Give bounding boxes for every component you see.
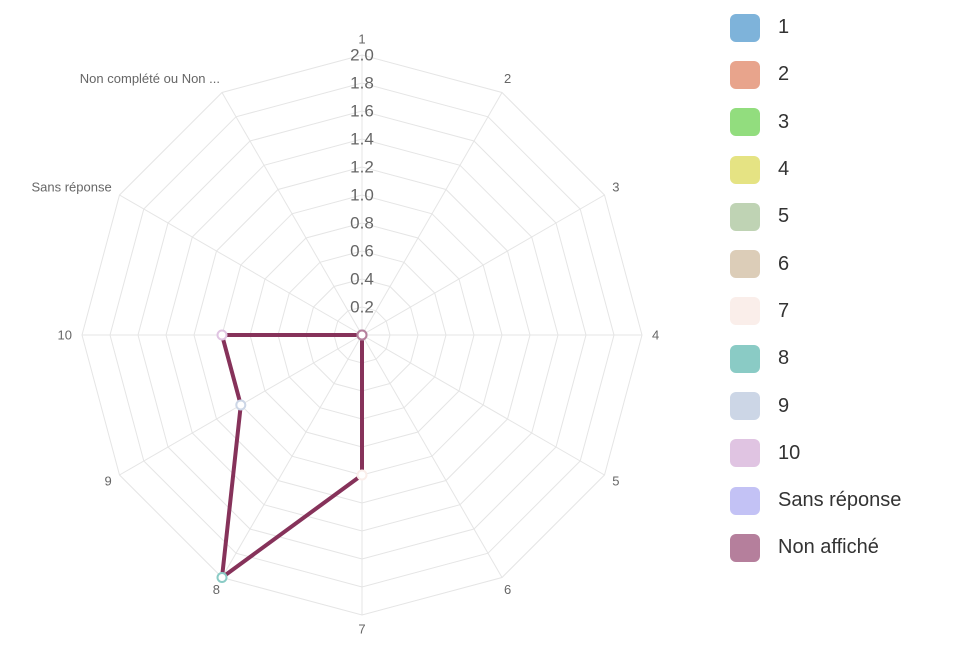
data-point-7[interactable]: [356, 469, 368, 481]
legend-swatch: [730, 202, 760, 231]
legend-swatch: [730, 392, 760, 421]
legend-label: 2: [778, 63, 790, 86]
legend-label: 1: [778, 16, 790, 39]
radar-axis-labels: 1 2 3 4 5 6 7 8 9 10 Sans réponse Non complété ou N…: [31, 32, 659, 637]
legend-item[interactable]: 1: [730, 4, 901, 51]
legend-swatch: [730, 344, 760, 373]
tick-label: 0.6: [350, 242, 374, 261]
axis-label: 1: [358, 32, 365, 47]
tick-label: 1.0: [350, 186, 374, 205]
data-point-12[interactable]: [356, 329, 368, 341]
legend-swatch: [730, 533, 760, 562]
axis-label: 9: [104, 474, 111, 489]
data-point-10[interactable]: [216, 329, 228, 341]
axis-label: 4: [652, 328, 659, 343]
legend-label: 3: [778, 110, 790, 133]
radar-tick-labels: 0.2 0.4 0.6 0.8 1.0 1.2 1.4 1.6 1.8 2.0: [350, 46, 374, 317]
legend-swatch: [730, 250, 760, 279]
tick-label: 1.6: [350, 102, 374, 121]
spoke-11: [119, 194, 363, 336]
legend-item[interactable]: Sans réponse: [730, 477, 901, 524]
tick-label: 0.2: [350, 298, 374, 317]
legend-swatch: [730, 439, 760, 468]
legend-swatch: [730, 60, 760, 89]
legend-item[interactable]: Non affiché: [730, 524, 901, 571]
legend-item[interactable]: 6: [730, 240, 901, 287]
tick-label: 1.4: [350, 130, 374, 149]
legend-swatch: [730, 486, 760, 515]
axis-label: 8: [213, 582, 220, 597]
tick-label: 0.4: [350, 270, 374, 289]
legend-item[interactable]: 7: [730, 288, 901, 335]
radar-series: [216, 329, 368, 583]
legend-item[interactable]: 3: [730, 99, 901, 146]
spoke-6: [361, 334, 503, 578]
spoke-8: [221, 334, 363, 578]
legend-item[interactable]: 10: [730, 430, 901, 477]
legend-item[interactable]: 2: [730, 51, 901, 98]
legend-label: 4: [778, 158, 790, 181]
axis-label: 5: [612, 474, 619, 489]
spoke-5: [361, 334, 605, 476]
legend-item[interactable]: 4: [730, 146, 901, 193]
legend-swatch: [730, 297, 760, 326]
legend-label: 6: [778, 252, 790, 275]
axis-label: Sans réponse: [31, 180, 111, 195]
legend-swatch: [730, 13, 760, 42]
axis-label: 2: [504, 71, 511, 86]
legend-label: 10: [778, 441, 801, 464]
legend-label: 7: [778, 299, 790, 322]
legend-item[interactable]: 5: [730, 193, 901, 240]
legend-swatch: [730, 108, 760, 137]
data-point-8[interactable]: [216, 572, 228, 583]
legend-item[interactable]: 9: [730, 382, 901, 429]
axis-label: 3: [612, 180, 619, 195]
spoke-2: [361, 92, 503, 336]
legend-item[interactable]: 8: [730, 335, 901, 382]
axis-label: 6: [504, 582, 511, 597]
radar-spokes: [82, 55, 642, 615]
legend-label: 8: [778, 347, 790, 370]
tick-label: 1.8: [350, 74, 374, 93]
series-line: [220, 333, 364, 580]
chart-legend: 1 2 3 4 5 6 7 8 9 10 Sans réponse Non affiché: [730, 4, 901, 572]
legend-label: 9: [778, 394, 790, 417]
legend-label: 5: [778, 205, 790, 228]
legend-label: Sans réponse: [778, 489, 902, 512]
legend-label: Non affiché: [778, 536, 879, 559]
tick-label: 0.8: [350, 214, 374, 233]
spoke-12: [221, 92, 363, 336]
data-point-9[interactable]: [235, 399, 247, 411]
radar-chart: 0.2 0.4 0.6 0.8 1.0 1.2 1.4 1.6 1.8 2.0 1 2 3 4 5 6 7 8 9…: [31, 32, 659, 637]
axis-label: Non complété ou Non ...: [80, 71, 220, 86]
axis-label: 7: [358, 622, 365, 637]
tick-label: 2.0: [350, 46, 374, 65]
tick-label: 1.2: [350, 158, 374, 177]
axis-label: 10: [58, 328, 72, 343]
spoke-3: [361, 194, 605, 336]
legend-swatch: [730, 155, 760, 184]
